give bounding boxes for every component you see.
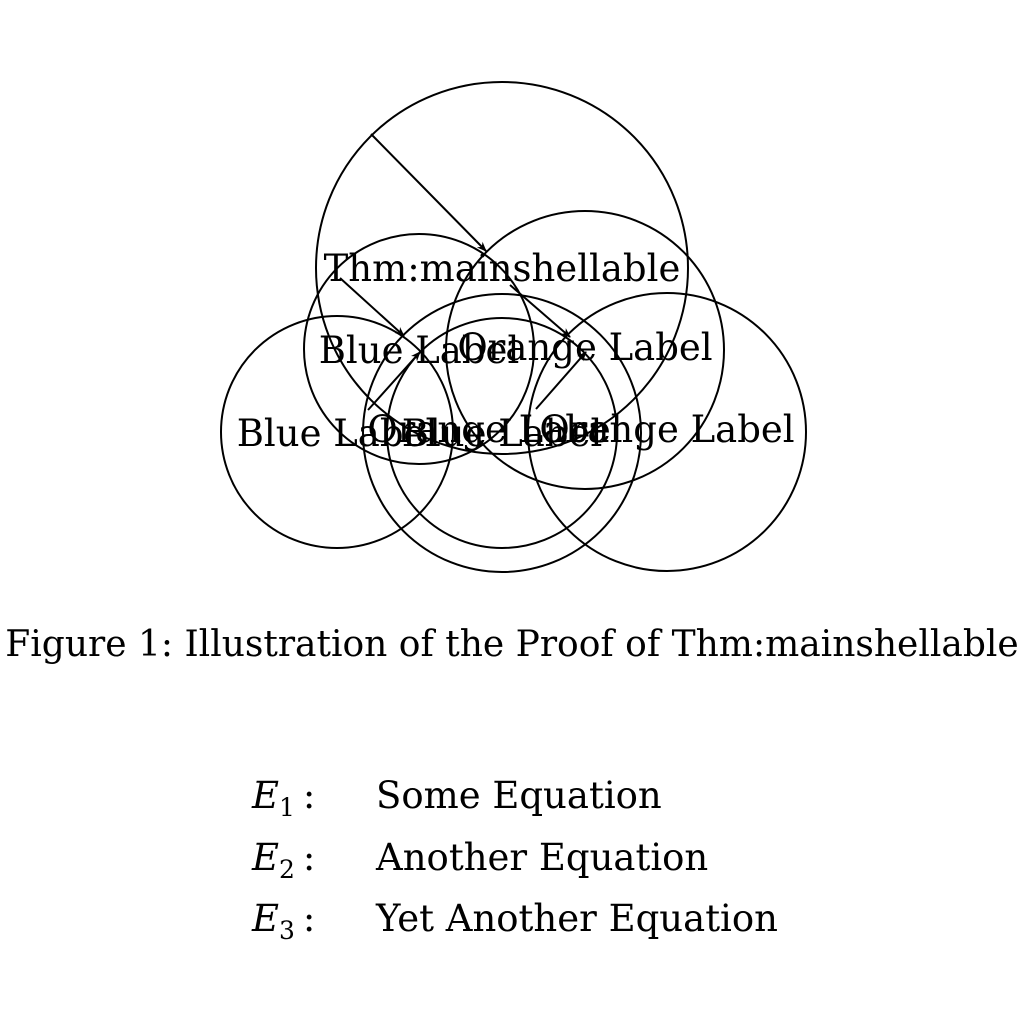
edge-arrow	[535, 351, 587, 410]
blue-node-circle-upper	[303, 233, 535, 465]
equation-symbol: E2:	[252, 836, 316, 884]
orange-node-label-lower-right: Orange Label	[539, 408, 794, 451]
blue-node-circle-lower-middle	[386, 317, 618, 549]
edge-arrow	[509, 284, 571, 338]
edge-arrow	[367, 351, 421, 411]
edge-arrow	[370, 133, 487, 252]
main-node-label: Thm:mainshellable	[324, 247, 681, 290]
equation-text: Another Equation	[376, 836, 709, 879]
proof-diagram: Thm:mainshellable Blue Label Orange Labe…	[220, 81, 807, 573]
blue-node-label-upper: Blue Label	[319, 329, 520, 372]
edge-arrow	[339, 277, 405, 337]
orange-node-circle-upper	[445, 210, 725, 490]
orange-node-circle-lower-middle	[362, 293, 642, 573]
orange-node-circle-lower-right	[527, 292, 807, 572]
equation-symbol: E1:	[252, 774, 316, 822]
equation-text: Yet Another Equation	[376, 897, 778, 940]
blue-node-label-lower-left: Blue Label	[237, 412, 438, 455]
blue-node-circle-lower-left	[220, 315, 454, 549]
equation-symbol: E3:	[252, 897, 316, 945]
orange-node-label-lower-middle: Orange Label	[367, 408, 622, 451]
blue-node-label-lower-middle: Blue Label	[402, 412, 603, 455]
main-node-circle	[315, 81, 689, 455]
equation-text: Some Equation	[376, 774, 662, 817]
figure-caption: Figure 1: Illustration of the Proof of T…	[5, 624, 1019, 665]
orange-node-label-upper: Orange Label	[457, 326, 712, 369]
